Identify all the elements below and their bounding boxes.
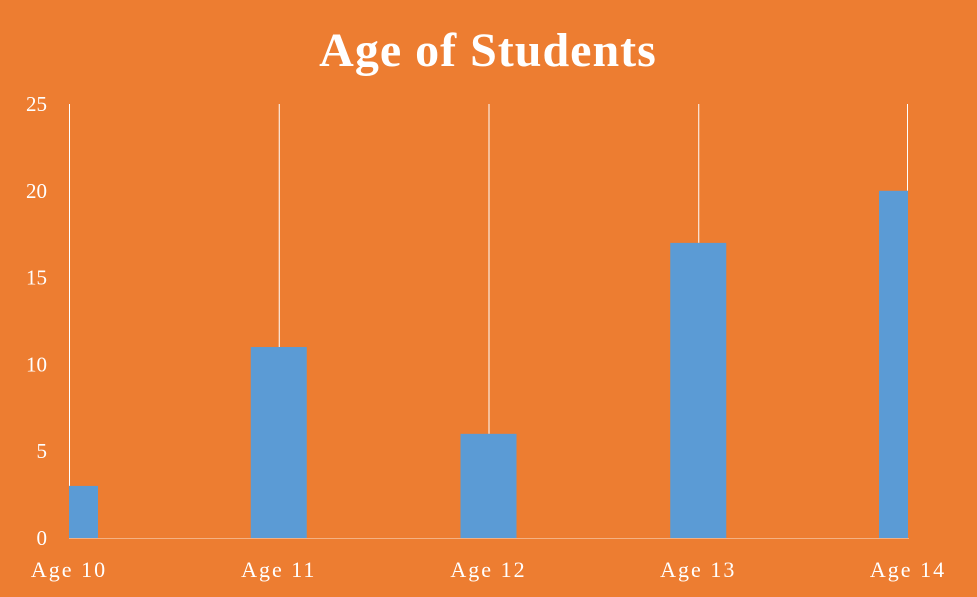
bar-age-10 (69, 485, 98, 538)
bar-age-11 (250, 347, 307, 538)
x-category-label: Age 14 (870, 557, 946, 582)
y-tick-label: 20 (26, 179, 47, 203)
y-tick-label: 15 (26, 266, 47, 290)
plot-area: 0 5 10 15 20 25 Age 10 Age 11 Age 12 Age 13 Age 14 (26, 92, 946, 582)
y-tick-label: 25 (26, 92, 47, 116)
chart-title: Age of Students (319, 24, 657, 77)
x-category-label: Age 12 (450, 557, 526, 582)
y-tick-label: 5 (37, 439, 48, 463)
y-tick-label: 10 (26, 352, 47, 376)
x-category-label: Age 10 (31, 557, 107, 582)
bar-age-13 (670, 242, 727, 538)
y-tick-label: 0 (37, 526, 48, 550)
x-category-label: Age 11 (241, 557, 316, 582)
x-category-label: Age 13 (660, 557, 736, 582)
bar-age-14 (879, 190, 908, 539)
bar-age-12 (460, 433, 517, 538)
